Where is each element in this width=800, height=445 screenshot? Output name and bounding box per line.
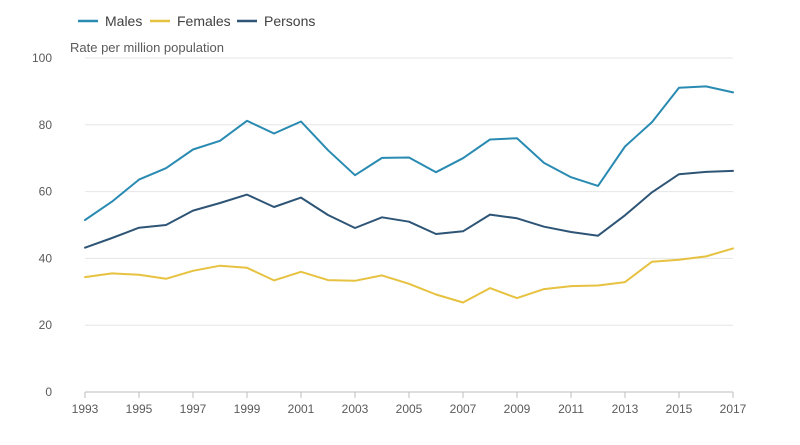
legend-label-females: Females (177, 13, 231, 29)
x-tick-label-1997: 1997 (180, 402, 207, 416)
y-tick-label-80: 80 (39, 118, 53, 132)
series-line-persons (84, 169, 734, 249)
legend-label-males: Males (105, 13, 142, 29)
x-tick-label-2007: 2007 (450, 402, 477, 416)
y-tick-label-0: 0 (45, 385, 52, 399)
x-tick-label-2001: 2001 (288, 402, 315, 416)
y-tick-label-20: 20 (39, 318, 53, 332)
x-tick-label-2015: 2015 (666, 402, 693, 416)
x-tick-label-2011: 2011 (558, 402, 584, 416)
y-axis-label: Rate per million population (70, 40, 224, 55)
y-axis: 0 20 40 60 80 100 (32, 51, 52, 399)
y-tick-label-60: 60 (39, 185, 53, 199)
x-tick-label-2005: 2005 (396, 402, 423, 416)
x-tick-label-1995: 1995 (126, 402, 153, 416)
series-line-males (84, 85, 734, 221)
series-lines (84, 85, 734, 304)
legend-label-persons: Persons (264, 13, 315, 29)
x-tick-label-1999: 1999 (234, 402, 261, 416)
x-tick-label-2013: 2013 (612, 402, 639, 416)
legend: Males Females Persons (78, 13, 315, 29)
x-tick-label-2003: 2003 (342, 402, 369, 416)
x-tick-label-2017: 2017 (720, 402, 747, 416)
x-tick-label-2009: 2009 (504, 402, 531, 416)
gridlines (85, 57, 733, 326)
x-tick-label-1993: 1993 (72, 402, 99, 416)
series-line-females (84, 247, 734, 304)
x-axis: 1993 1995 1997 1999 2001 2003 2005 2007 2009 2011… (72, 391, 747, 416)
y-tick-label-100: 100 (32, 51, 52, 65)
y-tick-label-40: 40 (39, 251, 53, 265)
